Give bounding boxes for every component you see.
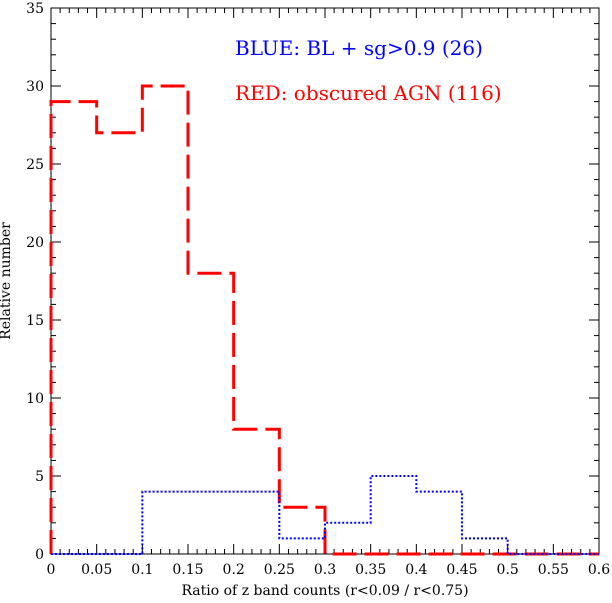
x-tick-label: 0.3 (314, 562, 336, 578)
y-tick-label: 10 (26, 391, 44, 407)
blue-series-line (51, 475, 599, 555)
x-tick-label: 0.4 (405, 562, 427, 578)
y-tick-label: 35 (26, 1, 44, 17)
red-series-line (49, 84, 599, 556)
y-tick-label: 20 (26, 235, 44, 251)
x-tick-label: 0.25 (264, 562, 295, 578)
x-tick-label: 0.35 (355, 562, 386, 578)
legend: BLUE: BL + sg>0.9 (26) RED: obscured AGN … (235, 36, 502, 105)
x-tick-label: 0.1 (131, 562, 153, 578)
y-axis-label: Relative number (0, 222, 14, 340)
y-tick-label: 25 (26, 157, 44, 173)
x-tick-labels: 0 0.05 0.1 0.15 0.2 0.25 0.3 0.35 0.4 0.45 0.5 0.55… (47, 562, 611, 578)
x-tick-label: 0.5 (497, 562, 519, 578)
x-tick-label: 0.45 (446, 562, 477, 578)
legend-entry: RED: obscured AGN (116) (235, 81, 502, 105)
x-tick-label: 0.05 (81, 562, 112, 578)
y-tick-label: 15 (26, 313, 44, 329)
x-tick-label: 0.6 (588, 562, 610, 578)
x-tick-label: 0.55 (538, 562, 569, 578)
x-tick-label: 0.2 (223, 562, 245, 578)
x-tick-label: 0 (47, 562, 56, 578)
legend-entry: BLUE: BL + sg>0.9 (26) (235, 36, 483, 60)
x-tick-label: 0.15 (172, 562, 203, 578)
x-axis-label: Ratio of z band counts (r<0.09 / r<0.75) (181, 583, 468, 599)
y-tick-label: 30 (26, 79, 44, 95)
histogram-series (49, 84, 599, 556)
y-tick-label: 5 (35, 469, 44, 485)
y-tick-labels: 0 5 10 15 20 25 30 35 (26, 1, 44, 563)
y-tick-label: 0 (35, 547, 44, 563)
axis-ticks (50, 7, 600, 555)
